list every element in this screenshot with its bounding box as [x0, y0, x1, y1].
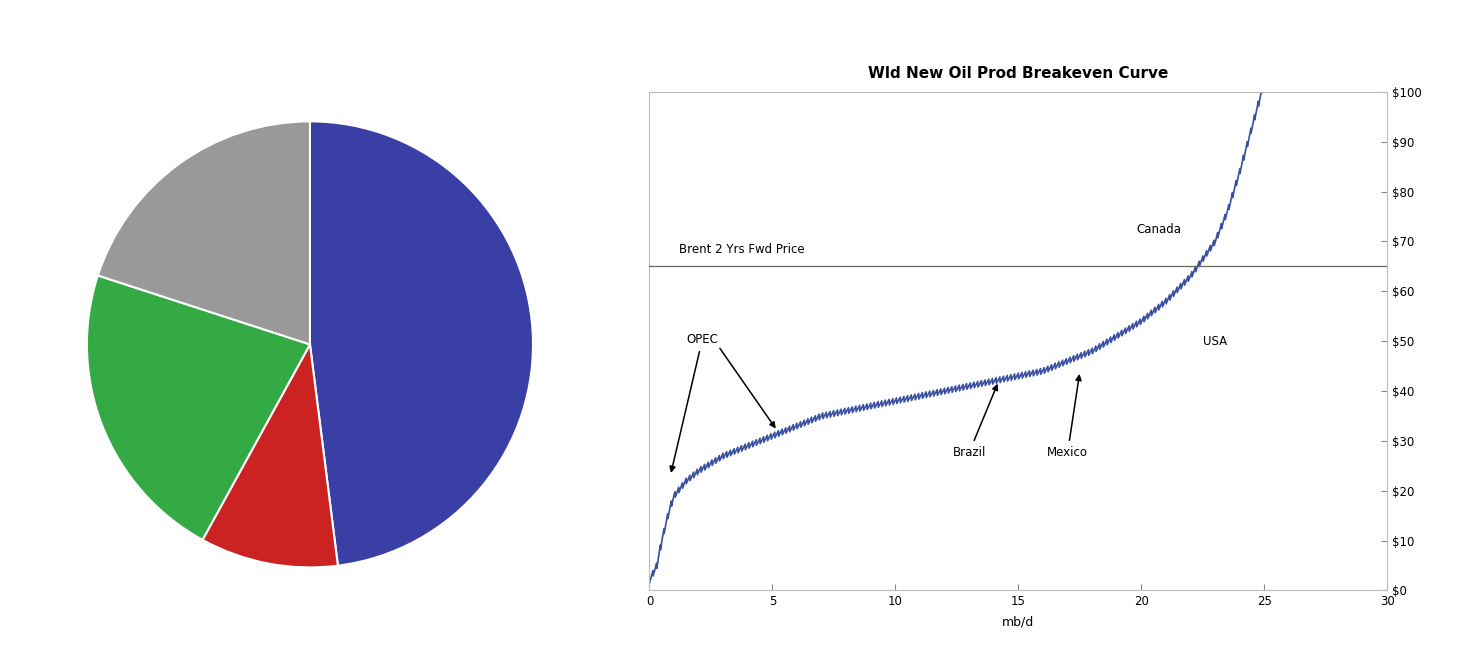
Title: Wld New Oil Prod Breakeven Curve: Wld New Oil Prod Breakeven Curve	[868, 66, 1169, 81]
Text: Brent 2 Yrs Fwd Price: Brent 2 Yrs Fwd Price	[679, 243, 804, 256]
X-axis label: mb/d: mb/d	[1002, 615, 1035, 628]
Wedge shape	[97, 121, 310, 344]
Wedge shape	[202, 344, 338, 567]
Text: Canada: Canada	[1137, 224, 1181, 236]
Text: USA: USA	[1203, 335, 1227, 348]
Text: Brazil: Brazil	[952, 385, 998, 459]
Wedge shape	[310, 121, 533, 565]
Text: Mexico: Mexico	[1046, 375, 1088, 459]
Text: OPEC: OPEC	[670, 333, 719, 472]
Wedge shape	[87, 276, 310, 540]
